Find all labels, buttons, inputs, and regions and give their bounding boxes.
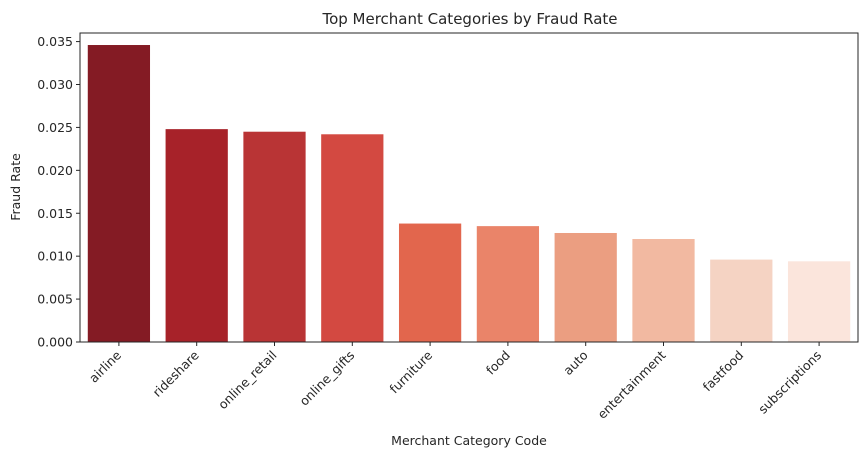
y-tick-label: 0.015 (37, 206, 73, 221)
x-tick-label: food (483, 348, 513, 378)
x-tick-label: online_gifts (296, 348, 357, 409)
x-tick-label: furniture (386, 347, 435, 396)
y-tick-label: 0.030 (37, 77, 73, 92)
bar-online-retail (243, 131, 306, 342)
bar-online-gifts (321, 134, 384, 342)
x-tick-label: fastfood (700, 348, 747, 395)
y-tick-label: 0.005 (37, 292, 73, 307)
bar-fastfood (710, 259, 773, 342)
plot-frame (79, 32, 859, 343)
x-axis: airline rideshare online_retail online_gift… (86, 342, 824, 422)
y-axis-title: Fraud Rate (8, 153, 23, 221)
x-tick-label: entertainment (594, 347, 668, 421)
bar-rideshare (165, 129, 228, 342)
bars (87, 45, 851, 343)
x-tick-label: rideshare (150, 347, 202, 399)
y-tick-label: 0.000 (37, 335, 73, 350)
x-tick-label: airline (86, 347, 124, 385)
x-tick-label: auto (560, 348, 591, 379)
bar-furniture (398, 223, 462, 342)
bar-airline (87, 45, 151, 343)
bar-entertainment (632, 239, 695, 342)
y-tick-label: 0.025 (37, 120, 73, 135)
chart-title: Top Merchant Categories by Fraud Rate (321, 10, 617, 28)
bar-auto (554, 232, 617, 342)
bar-subscriptions (787, 261, 851, 342)
bar-food (476, 226, 540, 342)
y-axis: 0.000 0.005 0.010 0.015 0.020 0.025 0.030 0.035 (37, 34, 80, 350)
y-tick-label: 0.035 (37, 34, 73, 49)
x-tick-label: subscriptions (755, 348, 824, 417)
y-tick-label: 0.010 (37, 249, 73, 264)
x-tick-label: online_retail (215, 348, 280, 413)
x-axis-title: Merchant Category Code (391, 433, 547, 448)
y-tick-label: 0.020 (37, 163, 73, 178)
